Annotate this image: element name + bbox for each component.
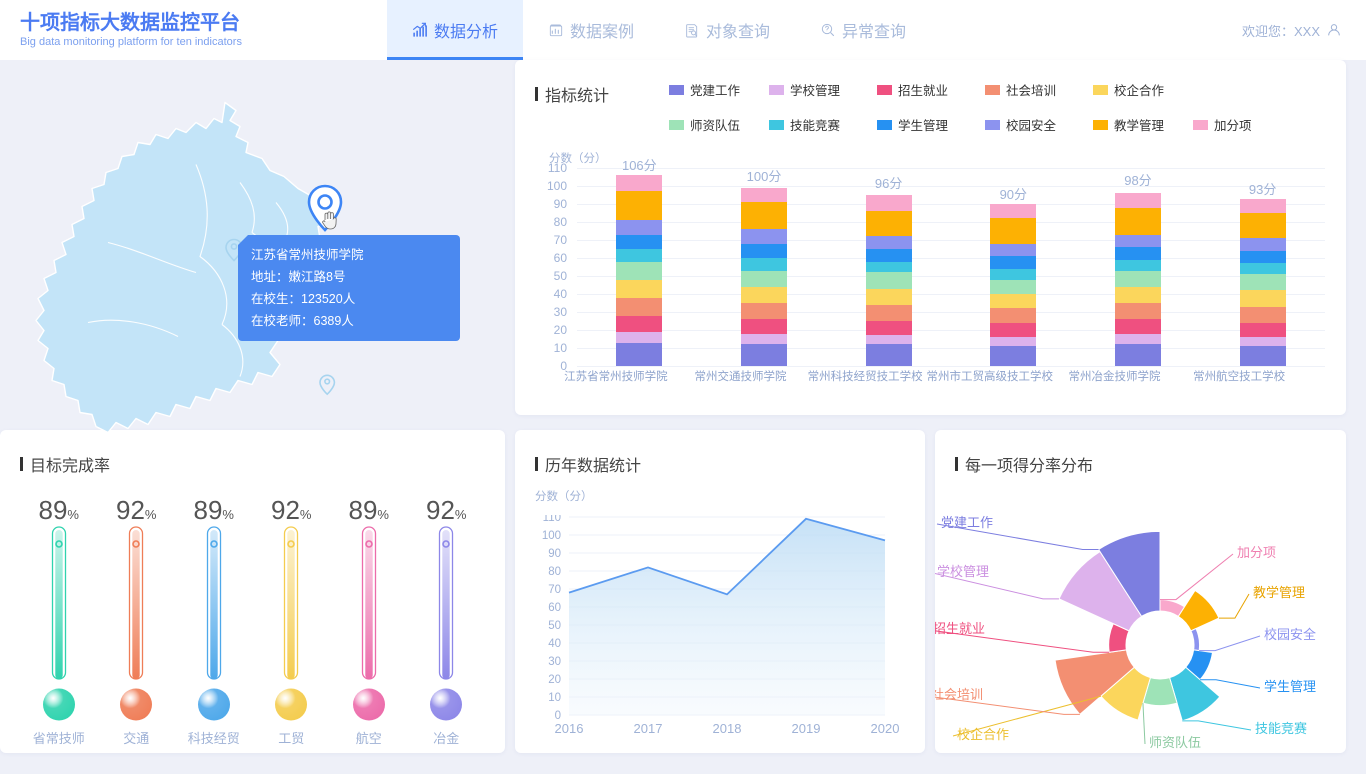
svg-text:70: 70: [548, 584, 561, 596]
svg-text:2016: 2016: [555, 721, 584, 736]
svg-text:110: 110: [543, 515, 561, 524]
svg-text:2019: 2019: [792, 721, 821, 736]
svg-text:2017: 2017: [634, 721, 663, 736]
svg-text:90: 90: [548, 548, 561, 560]
svg-text:40: 40: [548, 638, 561, 650]
svg-text:80: 80: [548, 566, 561, 578]
svg-text:60: 60: [548, 602, 561, 614]
svg-text:20: 20: [548, 674, 561, 686]
svg-text:10: 10: [548, 692, 561, 704]
svg-text:2020: 2020: [871, 721, 900, 736]
svg-text:50: 50: [548, 620, 561, 632]
svg-text:2018: 2018: [713, 721, 742, 736]
svg-text:100: 100: [542, 530, 561, 542]
svg-text:30: 30: [548, 656, 561, 668]
